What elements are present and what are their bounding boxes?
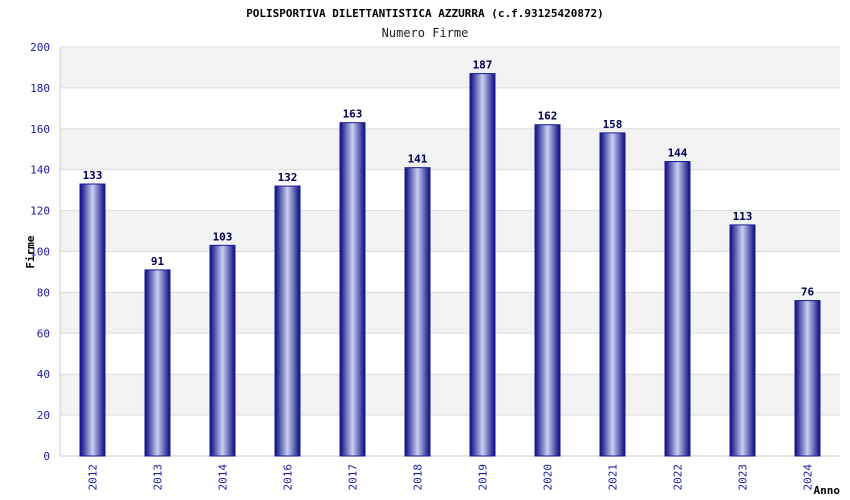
value-label-2014: 103 (213, 230, 233, 243)
y-tick-label: 200 (30, 41, 50, 54)
bar-2019 (469, 73, 496, 457)
chart-title: POLISPORTIVA DILETTANTISTICA AZZURRA (c.… (246, 7, 604, 20)
grid-band (60, 292, 840, 334)
value-labels: 133 91 103 132 163 141 187 162 158 144 113 76 (83, 59, 815, 299)
grid-bands (60, 47, 840, 416)
bar-2021 (599, 132, 626, 457)
bar-2022 (664, 161, 691, 457)
grid-band (60, 374, 840, 416)
y-tick-label: 180 (30, 82, 50, 95)
value-label-2016: 132 (278, 171, 298, 184)
x-tick-label: 2014 (217, 464, 230, 491)
y-tick-label: 80 (37, 286, 50, 299)
y-axis-ticks: 0 20 40 60 80 100 120 140 160 180 200 (30, 41, 50, 463)
value-label-2017: 163 (343, 108, 363, 121)
gridlines (60, 46, 840, 457)
bar-2016 (274, 185, 301, 457)
x-axis-label: Anno (814, 484, 841, 497)
y-tick-label: 100 (30, 246, 50, 259)
value-label-2021: 158 (603, 118, 623, 131)
x-tick-label: 2019 (477, 464, 490, 491)
value-label-2019: 187 (473, 59, 493, 72)
bars (79, 73, 821, 457)
bar-2017 (339, 122, 366, 457)
y-tick-label: 60 (37, 327, 50, 340)
grid-band (60, 128, 840, 170)
y-tick-label: 140 (30, 164, 50, 177)
bar-2012 (79, 183, 106, 457)
y-tick-label: 20 (37, 409, 50, 422)
bar-2013 (144, 269, 171, 457)
x-tick-label: 2023 (737, 464, 750, 491)
chart-subtitle: Numero Firme (382, 26, 469, 40)
y-axis-label: Firme (24, 235, 37, 268)
plot-frame (59, 47, 840, 457)
value-label-2023: 113 (733, 210, 753, 223)
bar-2018 (404, 167, 431, 457)
y-tick-label: 160 (30, 123, 50, 136)
x-tick-label: 2016 (282, 464, 295, 491)
x-tick-label: 2018 (412, 464, 425, 491)
value-label-2018: 141 (408, 153, 428, 166)
grid-band (60, 47, 840, 88)
x-tick-label: 2022 (672, 464, 685, 491)
bar-2020 (534, 124, 561, 457)
x-tick-label: 2024 (802, 464, 815, 491)
x-tick-label: 2013 (152, 464, 165, 491)
x-tick-label: 2020 (542, 464, 555, 491)
value-label-2020: 162 (538, 110, 558, 123)
value-label-2024: 76 (801, 286, 815, 299)
value-label-2012: 133 (83, 169, 103, 182)
x-tick-label: 2017 (347, 464, 360, 491)
y-tick-label: 0 (43, 450, 50, 463)
bar-2024 (794, 300, 821, 457)
y-tick-label: 120 (30, 205, 50, 218)
x-axis-ticks: 2012 2013 2014 2016 2017 2018 2019 2020 2021 2022… (87, 464, 815, 491)
bar-2023 (729, 224, 756, 457)
x-tick-label: 2012 (87, 464, 100, 491)
grid-band (60, 210, 840, 252)
value-label-2022: 144 (668, 147, 688, 160)
x-tick-label: 2021 (607, 464, 620, 491)
bar-2014 (209, 244, 236, 457)
value-label-2013: 91 (151, 255, 165, 268)
y-tick-label: 40 (37, 368, 50, 381)
